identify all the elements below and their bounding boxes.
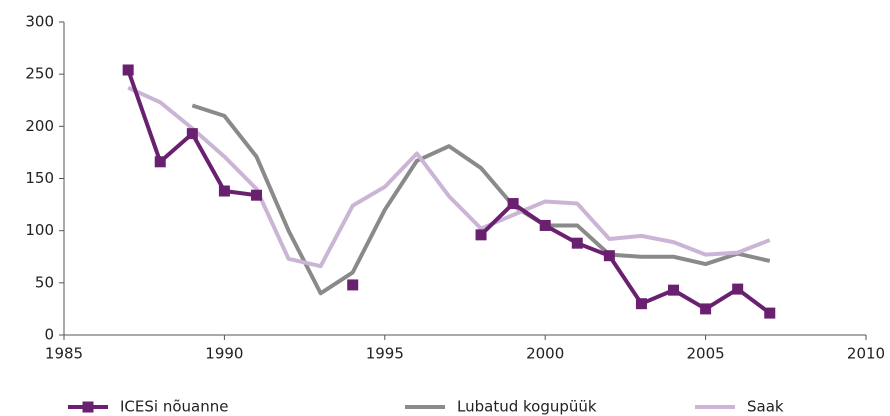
series-line [127,85,771,269]
marker [507,198,519,210]
x-tick-label: 2010 [847,345,885,363]
y-tick-label: 200 [25,117,54,135]
marker [571,237,583,249]
marker [250,189,262,201]
y-tick-label: 250 [25,65,54,83]
marker [475,229,487,241]
x-tick-label: 1985 [45,345,83,363]
marker [539,219,551,231]
y-tick-label: 150 [25,169,54,187]
marker [218,185,230,197]
marker [700,303,712,315]
legend-label: Saak [747,398,784,416]
marker [732,283,744,295]
x-tick-label: 2000 [526,345,564,363]
x-tick-label: 2005 [687,345,725,363]
legend-label: ICESi nõuanne [120,398,228,416]
x-tick-label: 1990 [205,345,243,363]
y-tick-label: 300 [25,13,54,31]
marker [635,298,647,310]
marker [186,128,198,140]
marker [668,284,680,296]
marker [154,156,166,168]
y-tick-label: 0 [44,326,54,344]
y-tick-label: 100 [25,221,54,239]
marker [603,250,615,262]
marker [347,279,359,291]
marker [764,307,776,319]
marker [122,64,134,76]
legend-marker [82,401,94,413]
series-line [191,103,771,296]
legend-label: Lubatud kogupüük [457,398,597,416]
x-tick-label: 1995 [366,345,404,363]
y-tick-label: 50 [35,273,54,291]
